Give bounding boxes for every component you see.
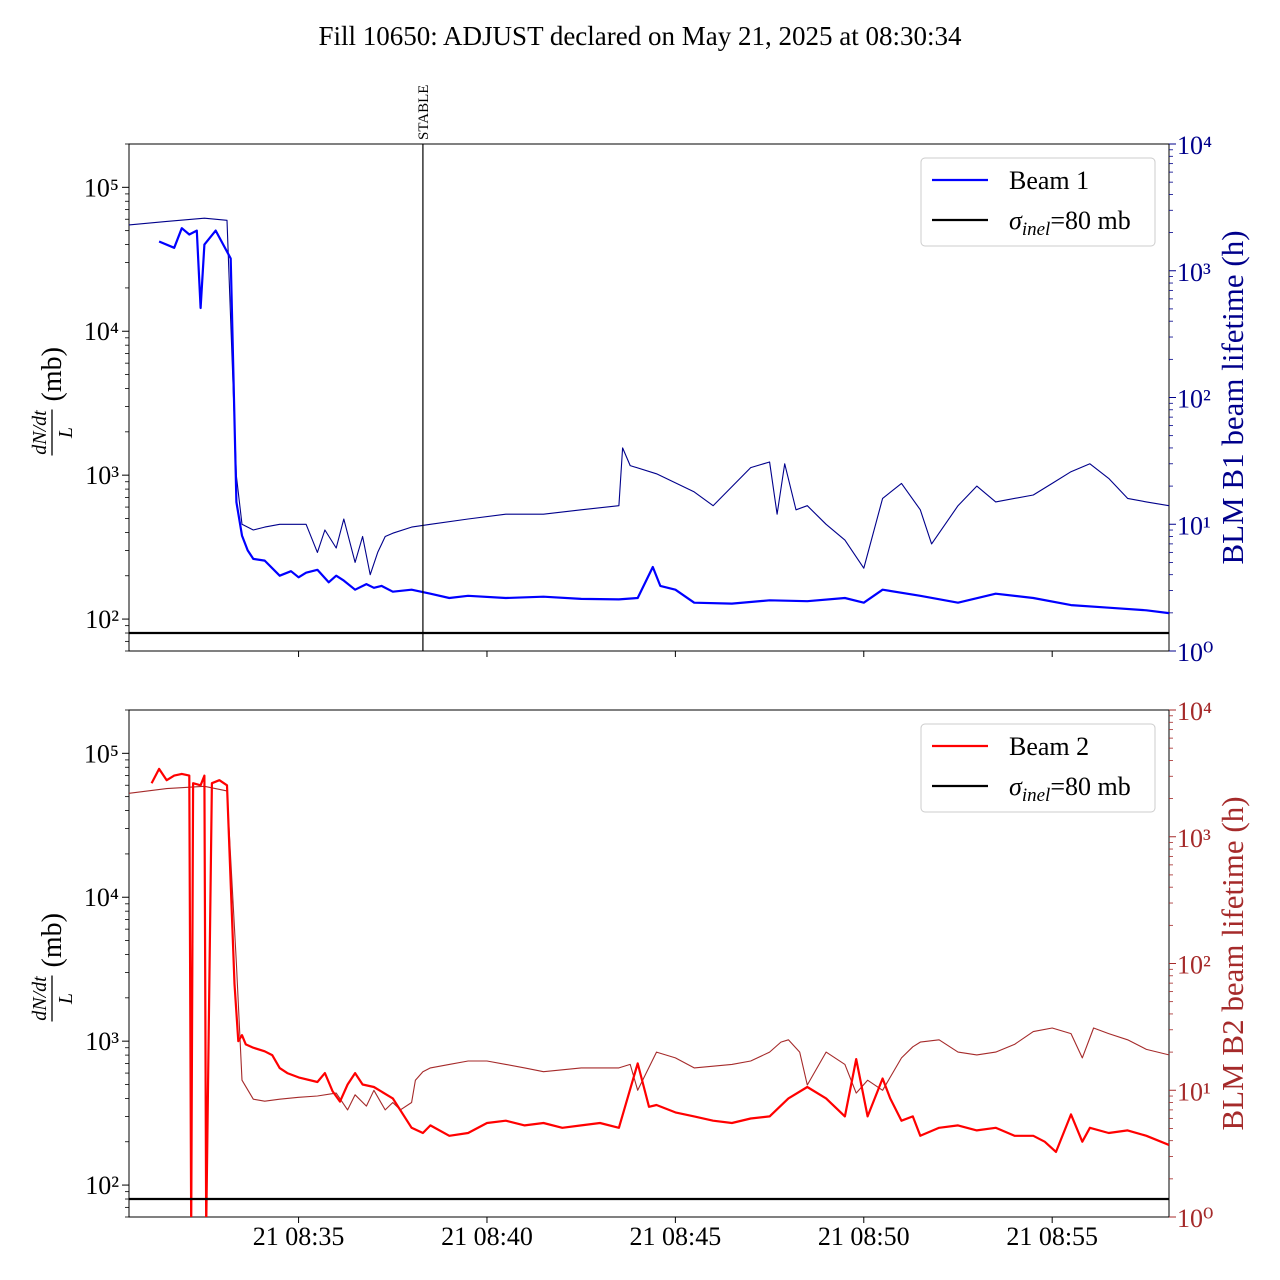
ylabel-denominator: L [55,993,77,1005]
ylabel-denominator: L [55,427,77,439]
left-tick-label: 10² [85,605,119,634]
series-lines [129,767,1169,1217]
figure-title: Fill 10650: ADJUST declared on May 21, 2… [319,21,962,51]
right-axis-label: BLM B2 beam lifetime (h) [1215,796,1250,1130]
right-tick-label: 10² [1177,385,1211,414]
right-tick-label: 10⁰ [1177,1204,1213,1233]
series-line-beam-1 [158,227,1169,615]
ylabel-unit: (mb) [37,913,68,967]
legend-label-inel-80-mb: σinel=80 mb [1009,772,1131,806]
x-tick-label: 21 08:50 [818,1222,910,1251]
series-line-beam-1-lifetime [129,217,1169,576]
legend: Beam 1 σinel=80 mb [920,157,1156,247]
left-axis-label: dN/dt L (mb) [29,913,77,1022]
right-tick-label: 10⁴ [1177,131,1212,160]
right-tick-label: 10³ [1177,258,1211,287]
right-tick-label: 10² [1177,951,1211,980]
x-tick-label: 21 08:40 [441,1222,533,1251]
left-tick-label: 10⁵ [84,739,119,768]
x-tick-label: 21 08:35 [253,1222,345,1251]
ylabel-unit: (mb) [37,347,68,401]
series-line-beam-2-lifetime [129,785,1169,1111]
right-tick-label: 10¹ [1177,1077,1211,1106]
series-line-beam-2 [150,767,1169,1217]
left-tick-label: 10³ [85,461,119,490]
series-lines [129,217,1169,635]
legend: Beam 2 σinel=80 mb [920,723,1156,813]
legend-label-inel-80-mb: σinel=80 mb [1009,206,1131,240]
left-tick-label: 10⁴ [84,883,119,912]
legend-label-beam-2: Beam 2 [1009,732,1089,761]
x-tick-label: 21 08:55 [1006,1222,1098,1251]
left-tick-label: 10² [85,1171,119,1200]
x-tick-label: 21 08:45 [630,1222,722,1251]
left-tick-label: 10⁴ [84,317,119,346]
ylabel-numerator: dN/dt [29,410,51,455]
right-tick-label: 10⁴ [1177,697,1212,726]
right-tick-label: 10³ [1177,824,1211,853]
right-tick-label: 10⁰ [1177,638,1213,667]
left-tick-label: 10⁵ [84,173,119,202]
right-axis-label: BLM B1 beam lifetime (h) [1215,230,1250,564]
legend-label-beam-1: Beam 1 [1009,166,1089,195]
stable-marker-label: STABLE [416,85,432,140]
ylabel-numerator: dN/dt [29,976,51,1021]
left-tick-label: 10³ [85,1027,119,1056]
bottom-panel-beam-2: 10² 10³ 10⁴ 10⁵ 10⁰ 10¹ 10² 10³ 10⁴ 21 08:35 21 08… [29,697,1250,1251]
top-panel-beam-1: STABLE 10² 10³ 10⁴ 10⁵ 10⁰ 10¹ 10² 10³ 10⁴ dN/dt L (… [29,85,1250,667]
left-axis-label: dN/dt L (mb) [29,347,77,456]
right-tick-label: 10¹ [1177,511,1211,540]
